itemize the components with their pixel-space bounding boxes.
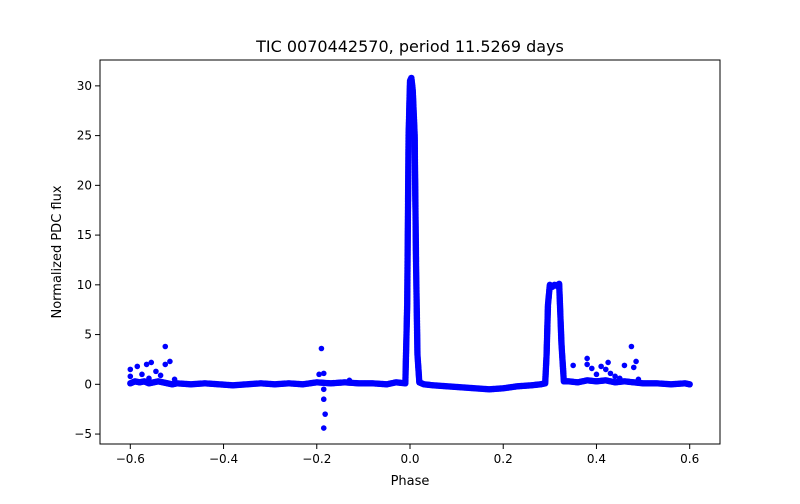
y-axis-label: Normalized PDC flux [50, 185, 65, 318]
data-point [157, 372, 164, 379]
data-point [570, 362, 576, 369]
data-point [171, 376, 178, 383]
x-tick-label: 0.6 [680, 452, 699, 466]
x-tick-label: −0.6 [116, 452, 145, 466]
data-point [127, 366, 134, 373]
y-tick-label: 10 [77, 278, 92, 292]
x-tick-label: −0.4 [209, 452, 238, 466]
data-point [584, 355, 590, 362]
y-tick-label: 0 [84, 377, 92, 391]
data-point [134, 363, 141, 370]
data-point [616, 375, 623, 382]
data-point [167, 358, 173, 365]
data-point [589, 365, 595, 372]
chart-title: TIC 0070442570, period 11.5269 days [255, 37, 564, 56]
data-point [320, 370, 327, 377]
data-point [628, 343, 635, 350]
data-point [607, 370, 614, 377]
data-point [612, 373, 618, 380]
data-point [322, 411, 328, 417]
data-point [143, 361, 150, 368]
data-markers [127, 74, 693, 431]
data-point [316, 371, 322, 378]
data-point [320, 386, 327, 393]
data-point [605, 359, 611, 366]
data-point [346, 377, 353, 384]
y-tick-label: −5 [74, 427, 92, 441]
data-point [621, 362, 628, 369]
data-point [593, 371, 600, 378]
data-point [320, 425, 327, 431]
data-point [633, 358, 639, 365]
data-point [584, 361, 590, 368]
y-tick-label: 30 [77, 79, 92, 93]
data-point [127, 373, 134, 380]
data-point [146, 375, 152, 382]
data-point [320, 396, 327, 403]
data-point [148, 359, 155, 366]
data-point [153, 368, 159, 375]
data-point [139, 371, 145, 378]
data-point [318, 345, 325, 352]
y-tick-label: 25 [77, 129, 92, 143]
y-tick-label: 5 [84, 328, 92, 342]
data-point [598, 363, 604, 370]
x-axis-label: Phase [391, 474, 430, 489]
data-point [686, 381, 693, 388]
y-axis-ticks: −5 0 5 10 15 20 25 30 [74, 79, 100, 441]
x-axis-ticks: −0.6 −0.4 −0.2 0.0 0.2 0.4 0.6 [116, 444, 699, 466]
data-point [635, 376, 642, 383]
y-tick-label: 20 [77, 178, 92, 192]
data-point [162, 361, 169, 368]
data-point [602, 366, 609, 373]
x-tick-label: 0.0 [400, 452, 419, 466]
x-tick-label: 0.4 [587, 452, 606, 466]
x-tick-label: −0.2 [302, 452, 331, 466]
y-tick-label: 15 [77, 228, 92, 242]
data-point [630, 364, 637, 371]
x-tick-label: 0.2 [494, 452, 513, 466]
data-point [162, 343, 169, 350]
